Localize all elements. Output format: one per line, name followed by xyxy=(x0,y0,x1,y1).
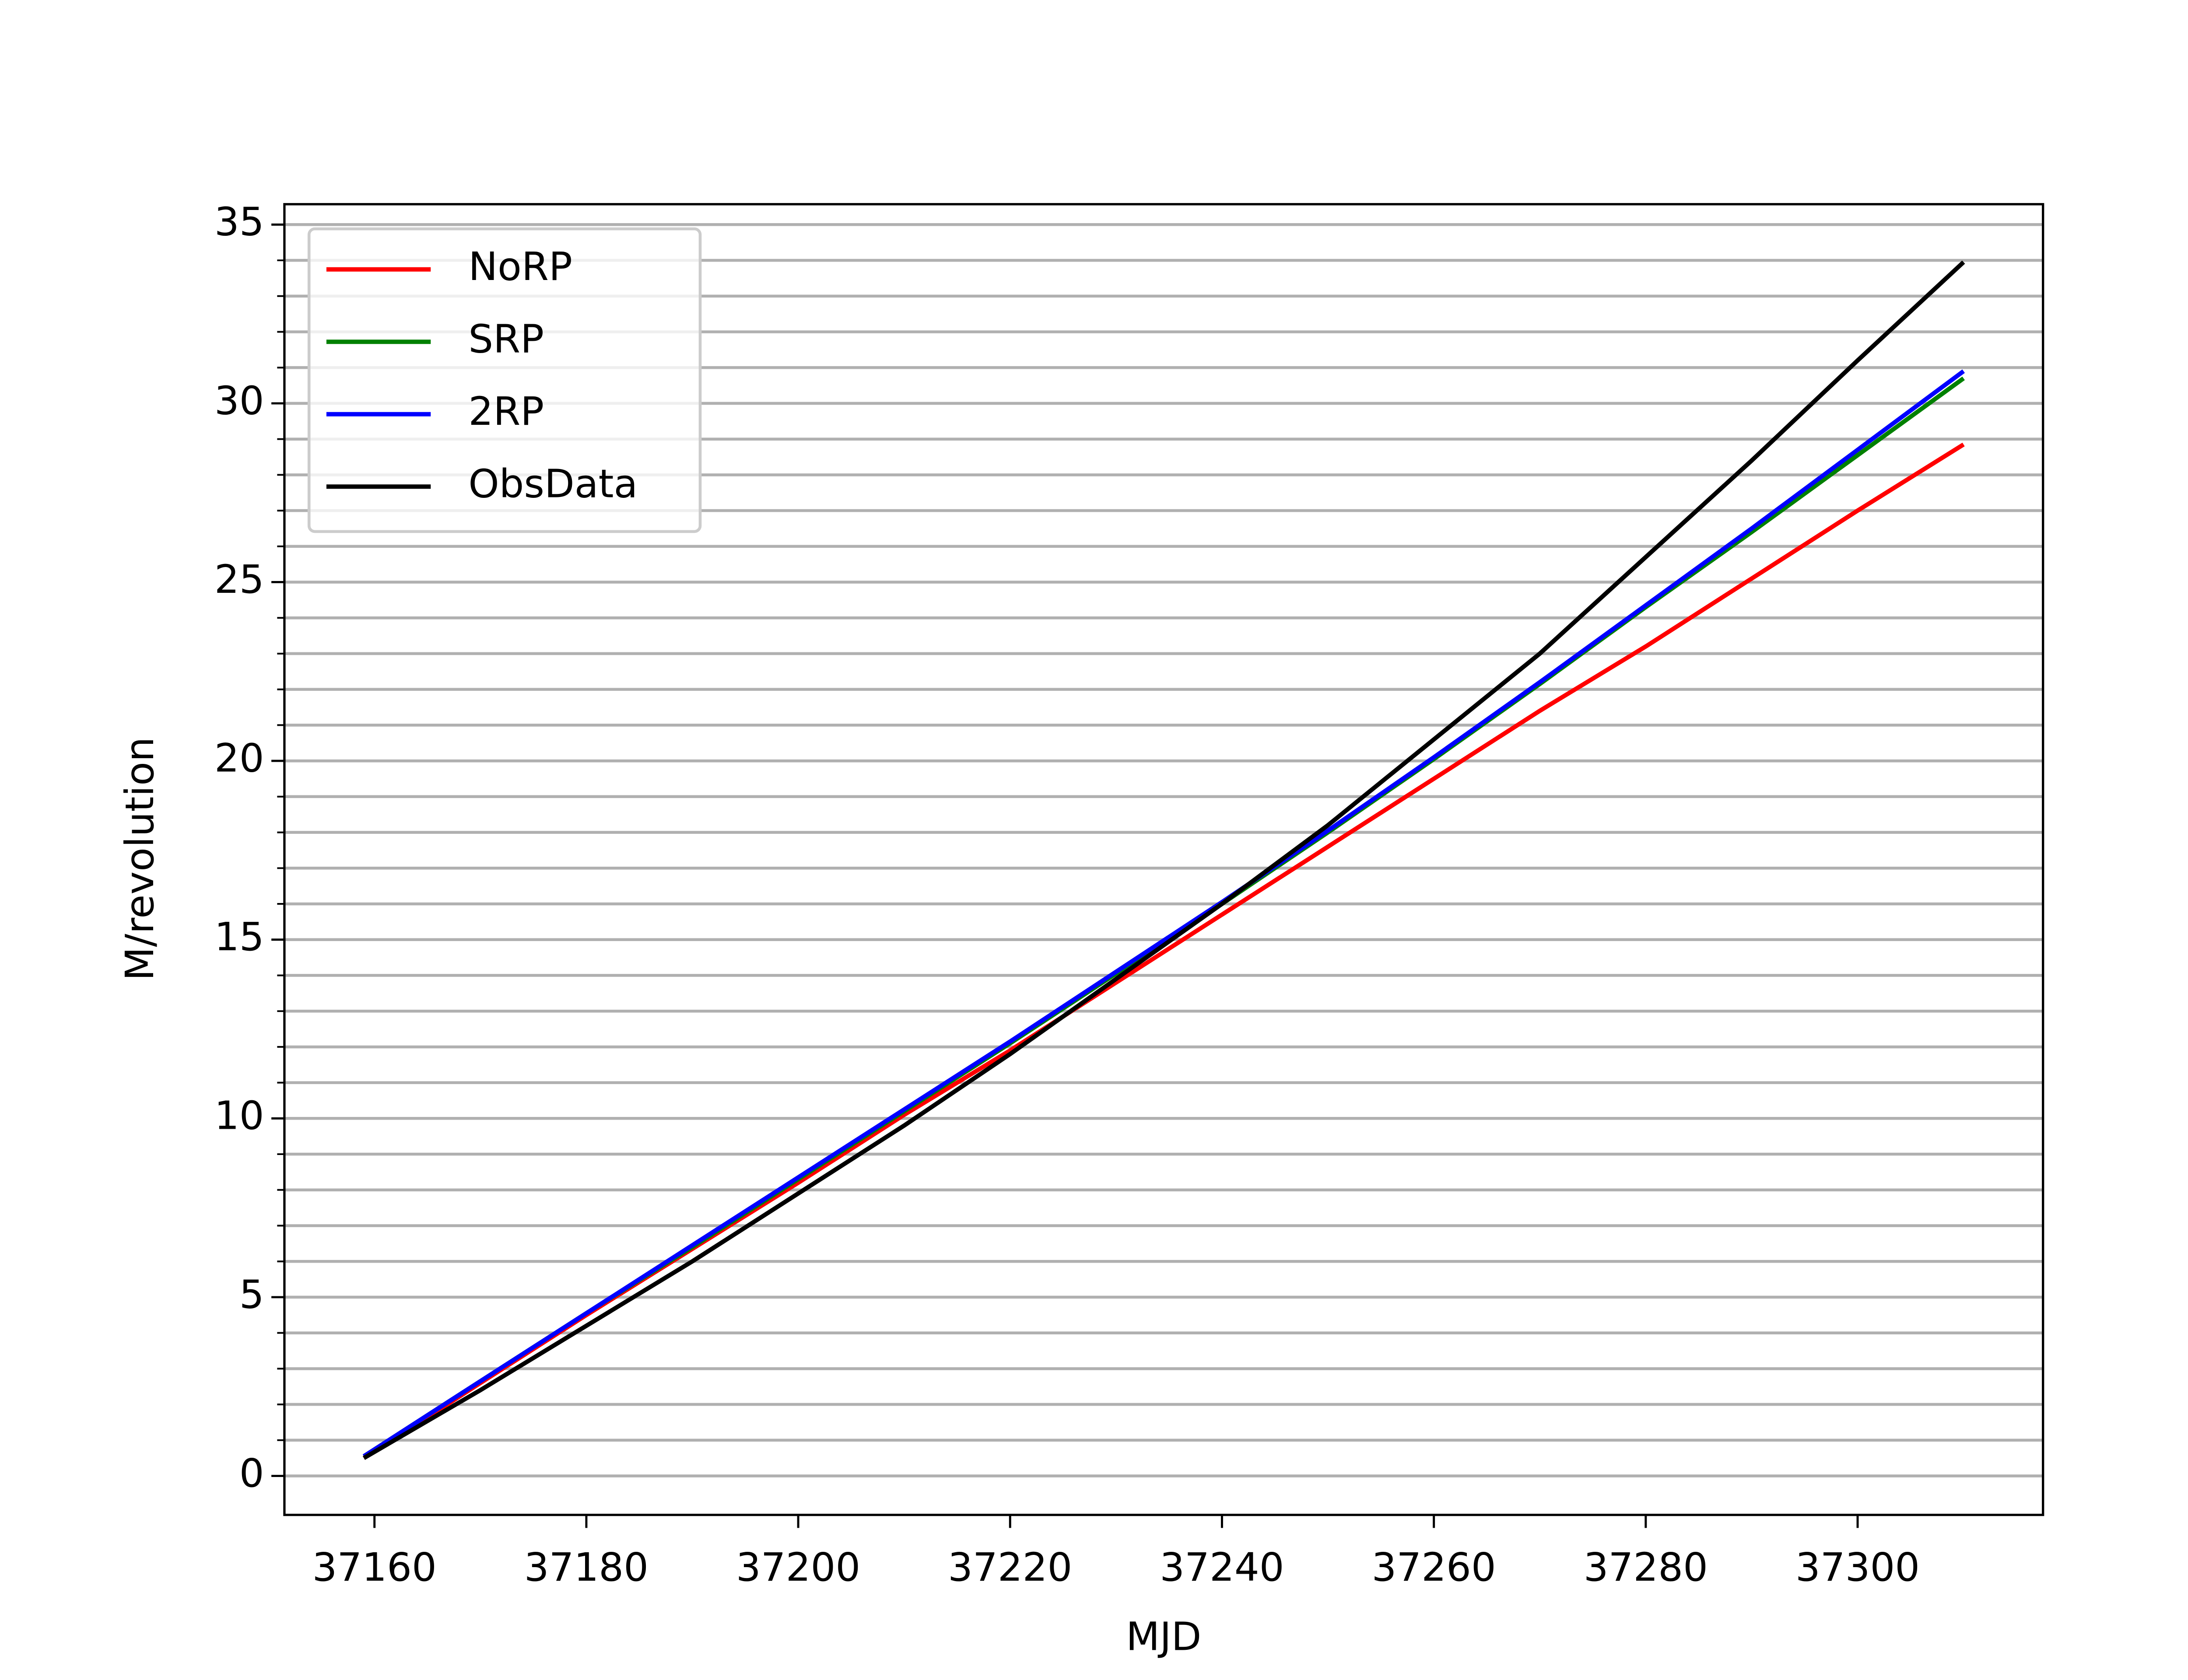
series-line xyxy=(362,442,1965,1460)
y-tick-label: 15 xyxy=(214,914,264,960)
legend-box xyxy=(307,227,702,533)
y-axis-label: M/revolution xyxy=(117,737,163,980)
x-tick-label: 37280 xyxy=(1584,1545,1708,1590)
legend-label: ObsData xyxy=(468,462,638,507)
x-tick-label: 37200 xyxy=(736,1545,860,1590)
series-line xyxy=(362,369,1965,1458)
y-tick-label: 30 xyxy=(214,378,264,424)
legend: NoRP SRP 2RP ObsData xyxy=(307,227,702,533)
y-tick-label: 35 xyxy=(214,200,264,245)
x-tick-label: 37260 xyxy=(1372,1545,1496,1590)
x-tick-label: 37220 xyxy=(948,1545,1072,1590)
x-tick-label: 37160 xyxy=(312,1545,437,1590)
plot-frame xyxy=(283,203,2044,1516)
y-tick-label: 0 xyxy=(239,1451,264,1496)
series-line xyxy=(362,376,1965,1458)
y-tick-label: 10 xyxy=(214,1093,264,1139)
x-tick-label: 37300 xyxy=(1795,1545,1920,1590)
series-line xyxy=(362,260,1965,1460)
y-tick-label: 25 xyxy=(214,557,264,602)
legend-label: NoRP xyxy=(468,244,572,290)
legend-label: SRP xyxy=(468,317,544,362)
x-axis-label: MJD xyxy=(1126,1614,1201,1660)
y-tick-label: 5 xyxy=(239,1272,264,1317)
y-tick-label: 20 xyxy=(214,736,264,781)
x-tick-label: 37180 xyxy=(524,1545,649,1590)
legend-label: 2RP xyxy=(468,389,544,434)
x-tick-label: 37240 xyxy=(1160,1545,1284,1590)
